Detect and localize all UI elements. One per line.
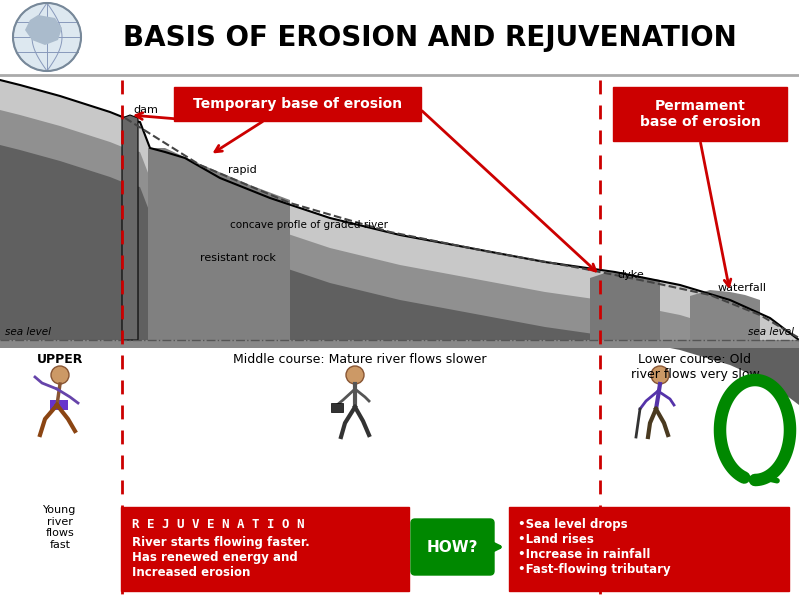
Text: BASIS OF EROSION AND REJUVENATION: BASIS OF EROSION AND REJUVENATION (123, 24, 737, 52)
Circle shape (651, 366, 669, 384)
Polygon shape (148, 148, 290, 340)
Polygon shape (122, 115, 138, 340)
Text: resistant rock: resistant rock (200, 253, 276, 263)
Text: Lower course: Old
river flows very slow: Lower course: Old river flows very slow (630, 353, 759, 381)
Text: HOW?: HOW? (426, 539, 478, 554)
FancyBboxPatch shape (613, 87, 787, 141)
Text: sea level: sea level (748, 327, 794, 337)
Text: rapid: rapid (228, 165, 256, 175)
Text: concave profle of graded river: concave profle of graded river (230, 220, 388, 230)
Text: dyke: dyke (617, 270, 644, 280)
Polygon shape (0, 145, 799, 405)
Text: River starts flowing faster.
Has renewed energy and
Increased erosion: River starts flowing faster. Has renewed… (132, 536, 310, 579)
Bar (50, 400, 68, 410)
Polygon shape (0, 80, 799, 340)
Bar (331, 403, 343, 412)
FancyBboxPatch shape (121, 507, 409, 591)
Text: Middle course: Mature river flows slower: Middle course: Mature river flows slower (233, 353, 487, 366)
Polygon shape (590, 272, 660, 340)
Text: UPPER: UPPER (37, 353, 83, 366)
Circle shape (51, 366, 69, 384)
FancyBboxPatch shape (411, 519, 494, 575)
Text: R E J U V E N A T I O N: R E J U V E N A T I O N (132, 518, 304, 531)
Polygon shape (0, 110, 799, 370)
Polygon shape (25, 15, 62, 45)
Circle shape (346, 366, 364, 384)
Bar (0, 0, 799, 75)
Bar (0, 340, 799, 348)
Text: •Sea level drops
•Land rises
•Increase in rainfall
•Fast-flowing tributary: •Sea level drops •Land rises •Increase i… (518, 518, 670, 576)
Text: sea level: sea level (5, 327, 51, 337)
Polygon shape (690, 290, 760, 340)
Circle shape (13, 3, 81, 71)
Text: waterfall: waterfall (718, 283, 767, 293)
Text: Permament
base of erosion: Permament base of erosion (639, 99, 761, 129)
FancyBboxPatch shape (174, 87, 421, 121)
Text: dam: dam (133, 105, 158, 115)
Text: Temporary base of erosion: Temporary base of erosion (193, 97, 402, 111)
Text: Young
river
flows
fast: Young river flows fast (43, 505, 77, 550)
FancyBboxPatch shape (509, 507, 789, 591)
Text: WHERE?: WHERE? (749, 400, 777, 460)
